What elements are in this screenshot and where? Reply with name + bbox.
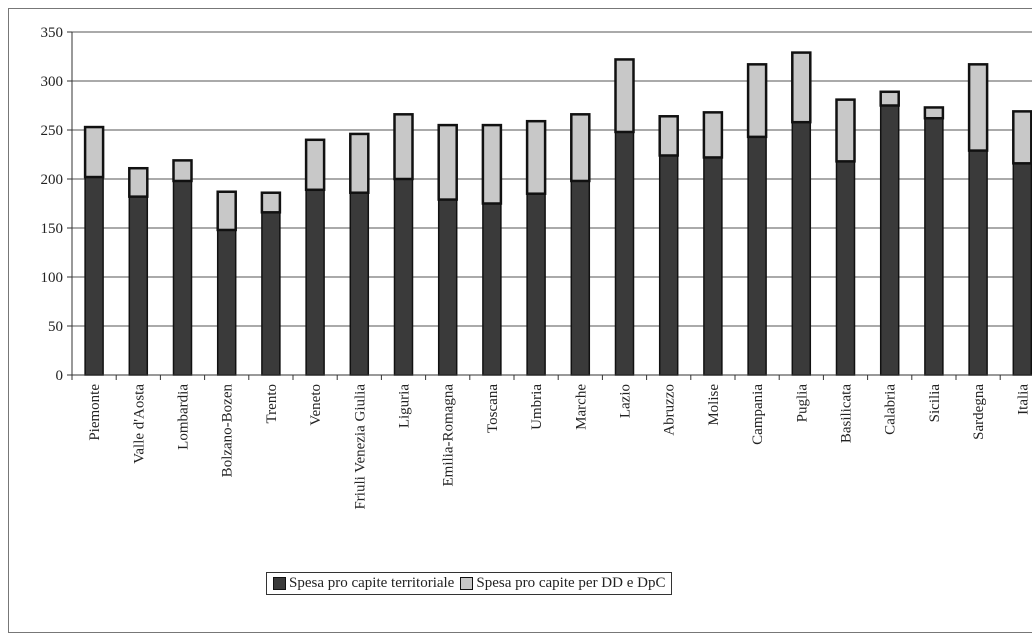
- bar-territoriale-13: [658, 154, 679, 376]
- x-tick-label-12: Lazio: [618, 384, 634, 418]
- x-tick-label-11: Marche: [573, 384, 589, 430]
- bars: [83, 51, 1032, 376]
- x-tick-label-18: Calabria: [883, 384, 899, 435]
- bar-territoriale-5: [305, 189, 325, 376]
- bar-dd-dpc-18: [879, 90, 900, 107]
- bar-territoriale-10: [526, 192, 546, 376]
- bar-territoriale-2: [172, 180, 193, 376]
- x-tick-label-8: Emilia-Romagna: [441, 384, 457, 487]
- legend: Spesa pro capite territoriale Spesa pro …: [266, 572, 673, 595]
- bar-territoriale-16: [791, 121, 812, 376]
- x-tick-label-10: Umbria: [529, 384, 545, 430]
- bar-territoriale-4: [261, 211, 281, 376]
- legend-item-territoriale: Spesa pro capite territoriale: [273, 575, 454, 592]
- x-tick-label-17: Basilicata: [839, 384, 855, 443]
- y-tick-label-200: 200: [41, 172, 64, 188]
- y-tick-label-300: 300: [41, 74, 64, 90]
- y-tick-label-350: 350: [41, 25, 64, 41]
- bar-dd-dpc-5: [304, 138, 326, 192]
- x-tick-label-20: Sardegna: [971, 384, 987, 440]
- bar-dd-dpc-8: [437, 123, 458, 201]
- x-tick-label-14: Molise: [706, 384, 722, 426]
- bar-dd-dpc-21: [1012, 110, 1032, 165]
- legend-label-dd-dpc: Spesa pro capite per DD e DpC: [476, 575, 666, 591]
- legend-item-dd-dpc: Spesa pro capite per DD e DpC: [460, 575, 665, 592]
- bar-dd-dpc-19: [923, 106, 945, 120]
- y-tick-label-0: 0: [56, 368, 64, 384]
- x-axis: Piemonte Valle d'Aosta Lombardia Bolzano-Bo…: [71, 374, 1032, 510]
- bar-dd-dpc-12: [614, 58, 635, 134]
- bar-territoriale-14: [703, 156, 723, 376]
- legend-label-territoriale: Spesa pro capite territoriale: [289, 575, 455, 591]
- x-tick-label-13: Abruzzo: [662, 384, 678, 436]
- bar-dd-dpc-3: [216, 190, 237, 232]
- bar-territoriale-20: [968, 149, 988, 376]
- bar-territoriale-17: [835, 160, 856, 376]
- bar-dd-dpc-10: [525, 119, 547, 195]
- y-tick-label-100: 100: [41, 270, 64, 286]
- bar-territoriale-19: [924, 117, 944, 376]
- bar-territoriale-18: [879, 104, 900, 376]
- x-tick-label-1: Valle d'Aosta: [131, 384, 147, 464]
- bar-territoriale-21: [1012, 162, 1032, 376]
- bar-dd-dpc-7: [393, 113, 414, 181]
- bar-dd-dpc-9: [481, 123, 503, 205]
- bar-dd-dpc-14: [702, 111, 724, 159]
- y-tick-label-250: 250: [41, 123, 64, 139]
- x-tick-label-7: Liguria: [397, 384, 413, 428]
- bar-territoriale-3: [216, 229, 237, 376]
- bar-territoriale-8: [437, 198, 458, 376]
- bar-dd-dpc-1: [128, 166, 149, 198]
- bar-territoriale-1: [128, 195, 149, 376]
- bar-territoriale-7: [393, 178, 414, 376]
- y-tick-label-150: 150: [41, 221, 64, 237]
- x-tick-label-15: Campania: [750, 384, 766, 445]
- bar-territoriale-6: [349, 191, 370, 376]
- bar-territoriale-0: [84, 176, 104, 376]
- bar-territoriale-9: [482, 202, 502, 376]
- x-tick-label-16: Puglia: [794, 384, 810, 423]
- bar-dd-dpc-6: [349, 132, 370, 194]
- x-tick-label-5: Veneto: [308, 384, 324, 426]
- bar-dd-dpc-15: [746, 63, 768, 139]
- bar-dd-dpc-13: [658, 115, 679, 157]
- bar-dd-dpc-16: [791, 51, 812, 124]
- bar-dd-dpc-11: [570, 113, 591, 183]
- y-axis: 0 50 100 150 200 250 300 350: [41, 25, 73, 384]
- x-tick-label-19: Sicilia: [927, 384, 943, 423]
- bar-dd-dpc-0: [83, 125, 105, 179]
- bar-territoriale-15: [747, 136, 767, 376]
- bar-territoriale-12: [614, 131, 635, 376]
- bar-dd-dpc-2: [172, 159, 193, 183]
- x-tick-label-3: Bolzano-Bozen: [220, 384, 236, 478]
- x-tick-label-9: Toscana: [485, 384, 501, 433]
- bar-dd-dpc-17: [835, 98, 856, 163]
- bar-dd-dpc-4: [260, 191, 282, 214]
- x-tick-label-2: Lombardia: [176, 384, 192, 450]
- x-tick-label-21: Italia: [1015, 384, 1031, 415]
- legend-swatch-territoriale: [273, 577, 286, 590]
- x-tick-label-4: Trento: [264, 384, 280, 423]
- x-tick-label-0: Piemonte: [87, 384, 103, 441]
- y-tick-label-50: 50: [48, 319, 63, 335]
- legend-swatch-dd-dpc: [460, 577, 474, 590]
- bar-territoriale-11: [570, 180, 591, 376]
- x-tick-label-6: Friuli Venezia Giulia: [352, 384, 368, 510]
- bar-dd-dpc-20: [967, 63, 989, 152]
